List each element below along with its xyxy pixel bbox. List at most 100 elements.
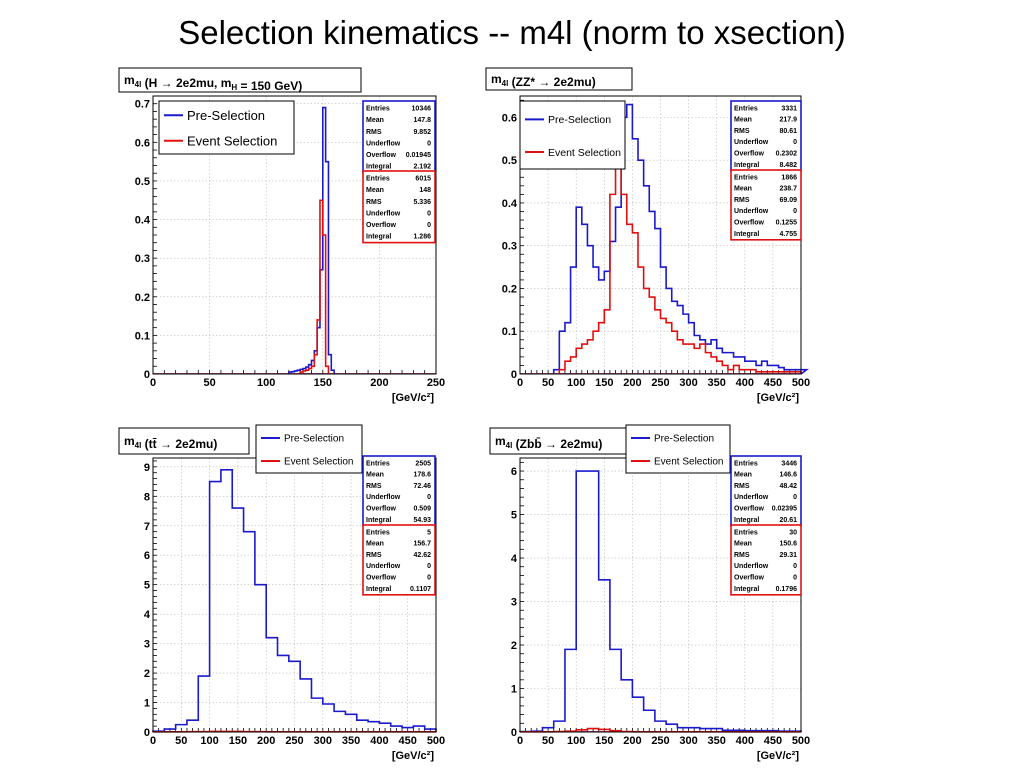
stat-value: 0: [793, 494, 797, 501]
histogram-title-box: [489, 427, 633, 455]
stat-key: Entries: [366, 460, 390, 467]
stat-key: Integral: [366, 517, 391, 524]
stat-value: 42.62: [413, 552, 431, 559]
legend-box: [519, 100, 626, 170]
stat-key: Entries: [366, 106, 390, 113]
x-tick-label: 100: [567, 377, 585, 389]
stat-key: Integral: [366, 164, 391, 171]
stat-value: 48.42: [779, 483, 797, 490]
histogram-title-box: [118, 427, 250, 455]
stat-key: Overflow: [734, 575, 765, 582]
x-tick-label: 400: [736, 735, 754, 747]
stat-key: Underflow: [734, 563, 769, 570]
stat-value: 147.8: [413, 117, 431, 124]
stat-value: 217.9: [779, 117, 797, 124]
histogram-panel-4: 0 50 100 150 200 250 300 350 400 450 5000123456[Ge…: [489, 424, 810, 762]
x-tick-label: 400: [736, 377, 754, 389]
stats-box-event-selection: [362, 524, 436, 596]
preselection-histogram: [288, 106, 335, 374]
x-unit-label: [GeV/c²]: [392, 392, 435, 404]
preselection-histogram: [552, 103, 809, 375]
y-tick-label: 9: [144, 462, 150, 474]
y-tick-label: 2: [511, 640, 517, 652]
x-tick-label: 150: [229, 735, 247, 747]
y-tick-label: 0.3: [135, 253, 150, 265]
y-tick-label: 0.1: [502, 326, 517, 338]
stats-box-preselection: [730, 100, 802, 172]
y-tick-label: 0.4: [502, 198, 518, 210]
x-tick-label: 0: [150, 377, 156, 389]
legend-preselection-label: Pre-Selection: [284, 434, 344, 445]
histogram-title: m4l (ZZ* → 2e2mu): [491, 72, 596, 89]
stat-key: Underflow: [734, 494, 769, 501]
x-tick-label: 50: [203, 377, 215, 389]
histogram-panel-2: 0 50 100 150 200 250 300 350 400 450 500 0 0.1 0.2 0.3…: [485, 67, 810, 404]
stat-key: Integral: [734, 162, 759, 169]
stat-key: Integral: [734, 517, 759, 524]
x-tick-label: 250: [427, 377, 445, 389]
stat-key: RMS: [734, 128, 750, 135]
stat-key: Entries: [366, 176, 390, 183]
y-tick-label: 0: [511, 369, 517, 381]
legend-event-selection-label: Event Selection: [654, 457, 724, 468]
y-tick-label: 1: [144, 698, 150, 710]
stat-value: 1.286: [413, 234, 431, 241]
x-tick-label: 300: [679, 735, 697, 747]
stats-box-event-selection: [730, 169, 802, 241]
y-tick-label: 0: [511, 727, 517, 739]
y-tick-label: 6: [511, 466, 517, 478]
legend-event-selection-label: Event Selection: [548, 147, 621, 159]
x-tick-label: 200: [623, 377, 641, 389]
stat-value: 8.482: [779, 162, 797, 169]
stat-key: Underflow: [734, 139, 769, 146]
stat-value: 30: [789, 529, 797, 536]
stat-value: 0: [427, 210, 431, 217]
y-tick-label: 0.3: [502, 241, 517, 253]
y-tick-label: 5: [511, 510, 517, 522]
stat-value: 146.6: [779, 472, 797, 479]
stat-key: Mean: [734, 186, 752, 193]
stat-key: Mean: [366, 541, 384, 548]
y-tick-label: 8: [144, 491, 150, 503]
stat-key: Entries: [734, 460, 758, 467]
x-tick-label: 350: [708, 377, 726, 389]
x-tick-label: 50: [175, 735, 187, 747]
stat-value: 2.192: [413, 164, 431, 171]
stat-value: 0: [427, 222, 431, 229]
x-tick-label: 150: [595, 735, 613, 747]
legend-preselection-label: Pre-Selection: [654, 434, 714, 445]
legend-preselection-label: Pre-Selection: [548, 114, 611, 126]
stat-key: RMS: [366, 199, 382, 206]
x-tick-label: 150: [314, 377, 332, 389]
stat-value: 2505: [415, 460, 431, 467]
stat-value: 156.7: [413, 541, 431, 548]
stat-value: 148: [419, 187, 431, 194]
x-tick-label: 450: [764, 377, 782, 389]
stat-value: 0.02395: [772, 506, 797, 513]
stat-key: Integral: [734, 586, 759, 593]
legend-event-selection-label: Event Selection: [284, 457, 354, 468]
x-tick-label: 100: [567, 735, 585, 747]
stat-value: 0: [793, 208, 797, 215]
x-unit-label: [GeV/c²]: [757, 750, 800, 762]
stat-value: 9.852: [413, 129, 431, 136]
stats-box-preselection: [730, 455, 802, 527]
stat-key: RMS: [366, 129, 382, 136]
x-tick-label: 300: [314, 735, 332, 747]
stat-value: 0: [427, 494, 431, 501]
stat-key: Mean: [734, 117, 752, 124]
stat-key: Overflow: [734, 506, 765, 513]
y-tick-label: 0.4: [135, 215, 151, 227]
stat-value: 0: [427, 563, 431, 570]
y-tick-label: 0.2: [135, 292, 150, 304]
stat-key: Underflow: [366, 494, 401, 501]
stat-value: 178.6: [413, 472, 431, 479]
stat-key: Mean: [366, 117, 384, 124]
y-tick-label: 3: [144, 639, 150, 651]
stats-box-preselection: [362, 100, 436, 174]
y-tick-label: 0: [144, 369, 150, 381]
x-tick-label: 450: [399, 735, 417, 747]
histogram-title: m4l (H → 2e2mu, mH = 150 GeV): [124, 73, 302, 93]
plot-frame: [152, 95, 437, 375]
stat-value: 80.61: [779, 128, 797, 135]
